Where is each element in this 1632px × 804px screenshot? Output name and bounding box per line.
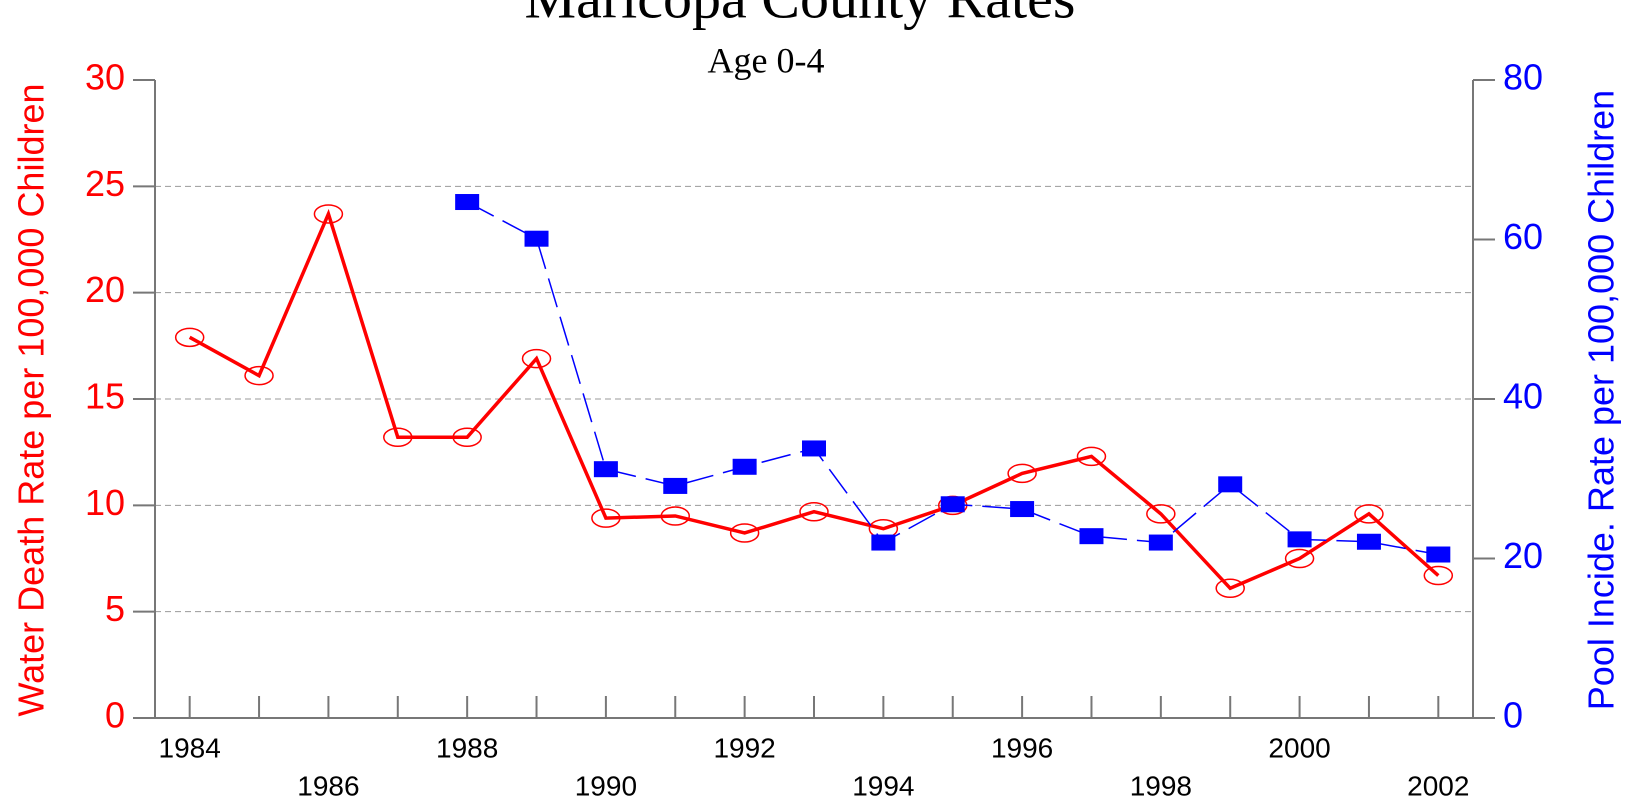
marker [1218, 476, 1243, 493]
marker [1146, 504, 1176, 524]
marker [1010, 501, 1035, 518]
marker [660, 506, 691, 526]
x-tick-label: 1990 [575, 770, 637, 801]
chart-subtitle: Age 0-4 [708, 40, 825, 80]
marker [1423, 565, 1454, 586]
x-tick-label: 1984 [159, 732, 221, 763]
y-tick-label: 30 [85, 57, 125, 98]
marker [1356, 533, 1381, 550]
x-tick-label: 1994 [852, 770, 914, 801]
y-tick-label: 15 [85, 376, 125, 417]
marker [799, 501, 829, 522]
series-line [188, 208, 1440, 591]
y2-tick-label: 0 [1503, 695, 1523, 736]
marker [729, 523, 760, 543]
marker [452, 427, 482, 448]
y-tick-label: 20 [85, 269, 125, 310]
marker [521, 348, 552, 369]
marker [174, 327, 205, 348]
x-tick-label: 1992 [713, 732, 775, 763]
x-tick-label: 2002 [1407, 770, 1469, 801]
marker [1148, 534, 1173, 551]
marker [1426, 546, 1451, 563]
chart-title: Maricopa County Rates [525, 0, 1076, 30]
x-tick-label: 1996 [991, 732, 1053, 763]
marker [1354, 504, 1384, 524]
y2-axis-label: Pool Incide. Rate per 100,000 Children [1581, 90, 1622, 710]
y-axis-label: Water Death Rate per 100,000 Children [11, 83, 52, 716]
y-tick-label: 0 [105, 695, 125, 736]
x-tick-label: 1998 [1130, 770, 1192, 801]
marker [244, 365, 274, 386]
marker [732, 458, 757, 475]
marker [591, 508, 621, 528]
marker [940, 496, 965, 513]
x-tick-label: 1988 [436, 732, 498, 763]
marker [383, 427, 413, 448]
y2-tick-label: 60 [1503, 216, 1543, 257]
marker [1007, 463, 1037, 484]
y-tick-label: 25 [85, 163, 125, 204]
marker [313, 204, 344, 224]
x-tick-label: 1986 [297, 770, 359, 801]
marker [1284, 548, 1315, 569]
marker [1287, 531, 1312, 548]
marker [524, 230, 549, 247]
y2-tick-label: 20 [1503, 535, 1543, 576]
y2-tick-label: 40 [1503, 376, 1543, 417]
x-tick-label: 2000 [1268, 732, 1330, 763]
marker [593, 461, 618, 478]
y-tick-label: 10 [85, 482, 125, 523]
y-tick-label: 5 [105, 588, 125, 629]
marker [1076, 446, 1107, 467]
marker [1079, 528, 1104, 545]
y2-tick-label: 80 [1503, 57, 1543, 98]
marker [663, 477, 688, 494]
marker [1215, 578, 1245, 599]
marker [802, 440, 826, 457]
marker [455, 194, 480, 211]
marker [871, 534, 896, 551]
